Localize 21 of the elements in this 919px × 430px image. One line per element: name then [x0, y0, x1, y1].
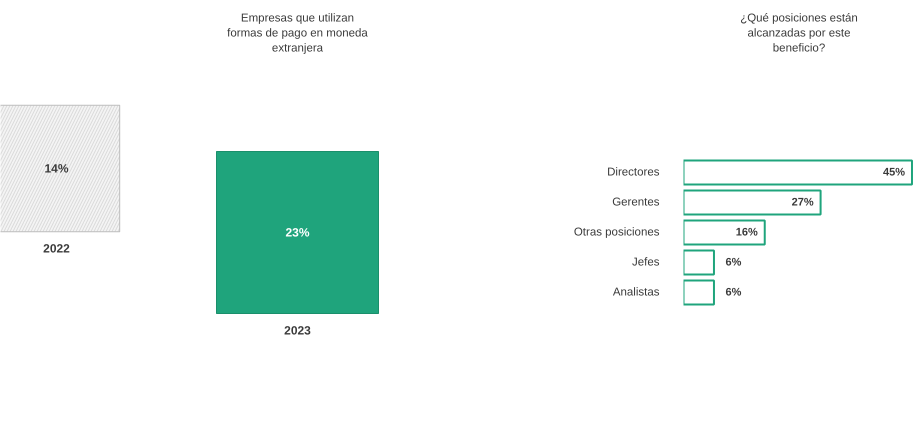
y-tick-label: Otras posiciones [574, 226, 660, 238]
bar [684, 220, 766, 246]
data-label: 6% [726, 286, 742, 298]
bar [684, 190, 822, 216]
data-label: 6% [726, 256, 742, 268]
data-label: 16% [736, 226, 758, 238]
data-label: 45% [883, 166, 906, 178]
chart-title: ¿Qué posiciones están alcanzadas por este beneficio? [740, 12, 858, 54]
y-tick-label: Directores [607, 166, 660, 178]
data-label: 27% [792, 196, 814, 208]
bar [684, 280, 715, 306]
category-label: 2022 [43, 242, 70, 256]
category-label: 2023 [284, 324, 312, 338]
data-label: 14% [44, 162, 69, 176]
y-tick-label: Gerentes [612, 196, 660, 208]
text: Empresas que utilizan formas de pago en moneda extranjera [227, 12, 368, 54]
data-label: 23% [285, 226, 310, 240]
y-tick-label: Jefes [632, 256, 660, 268]
y-tick-label: Analistas [612, 286, 660, 298]
bar [684, 250, 715, 276]
bar [684, 160, 913, 186]
